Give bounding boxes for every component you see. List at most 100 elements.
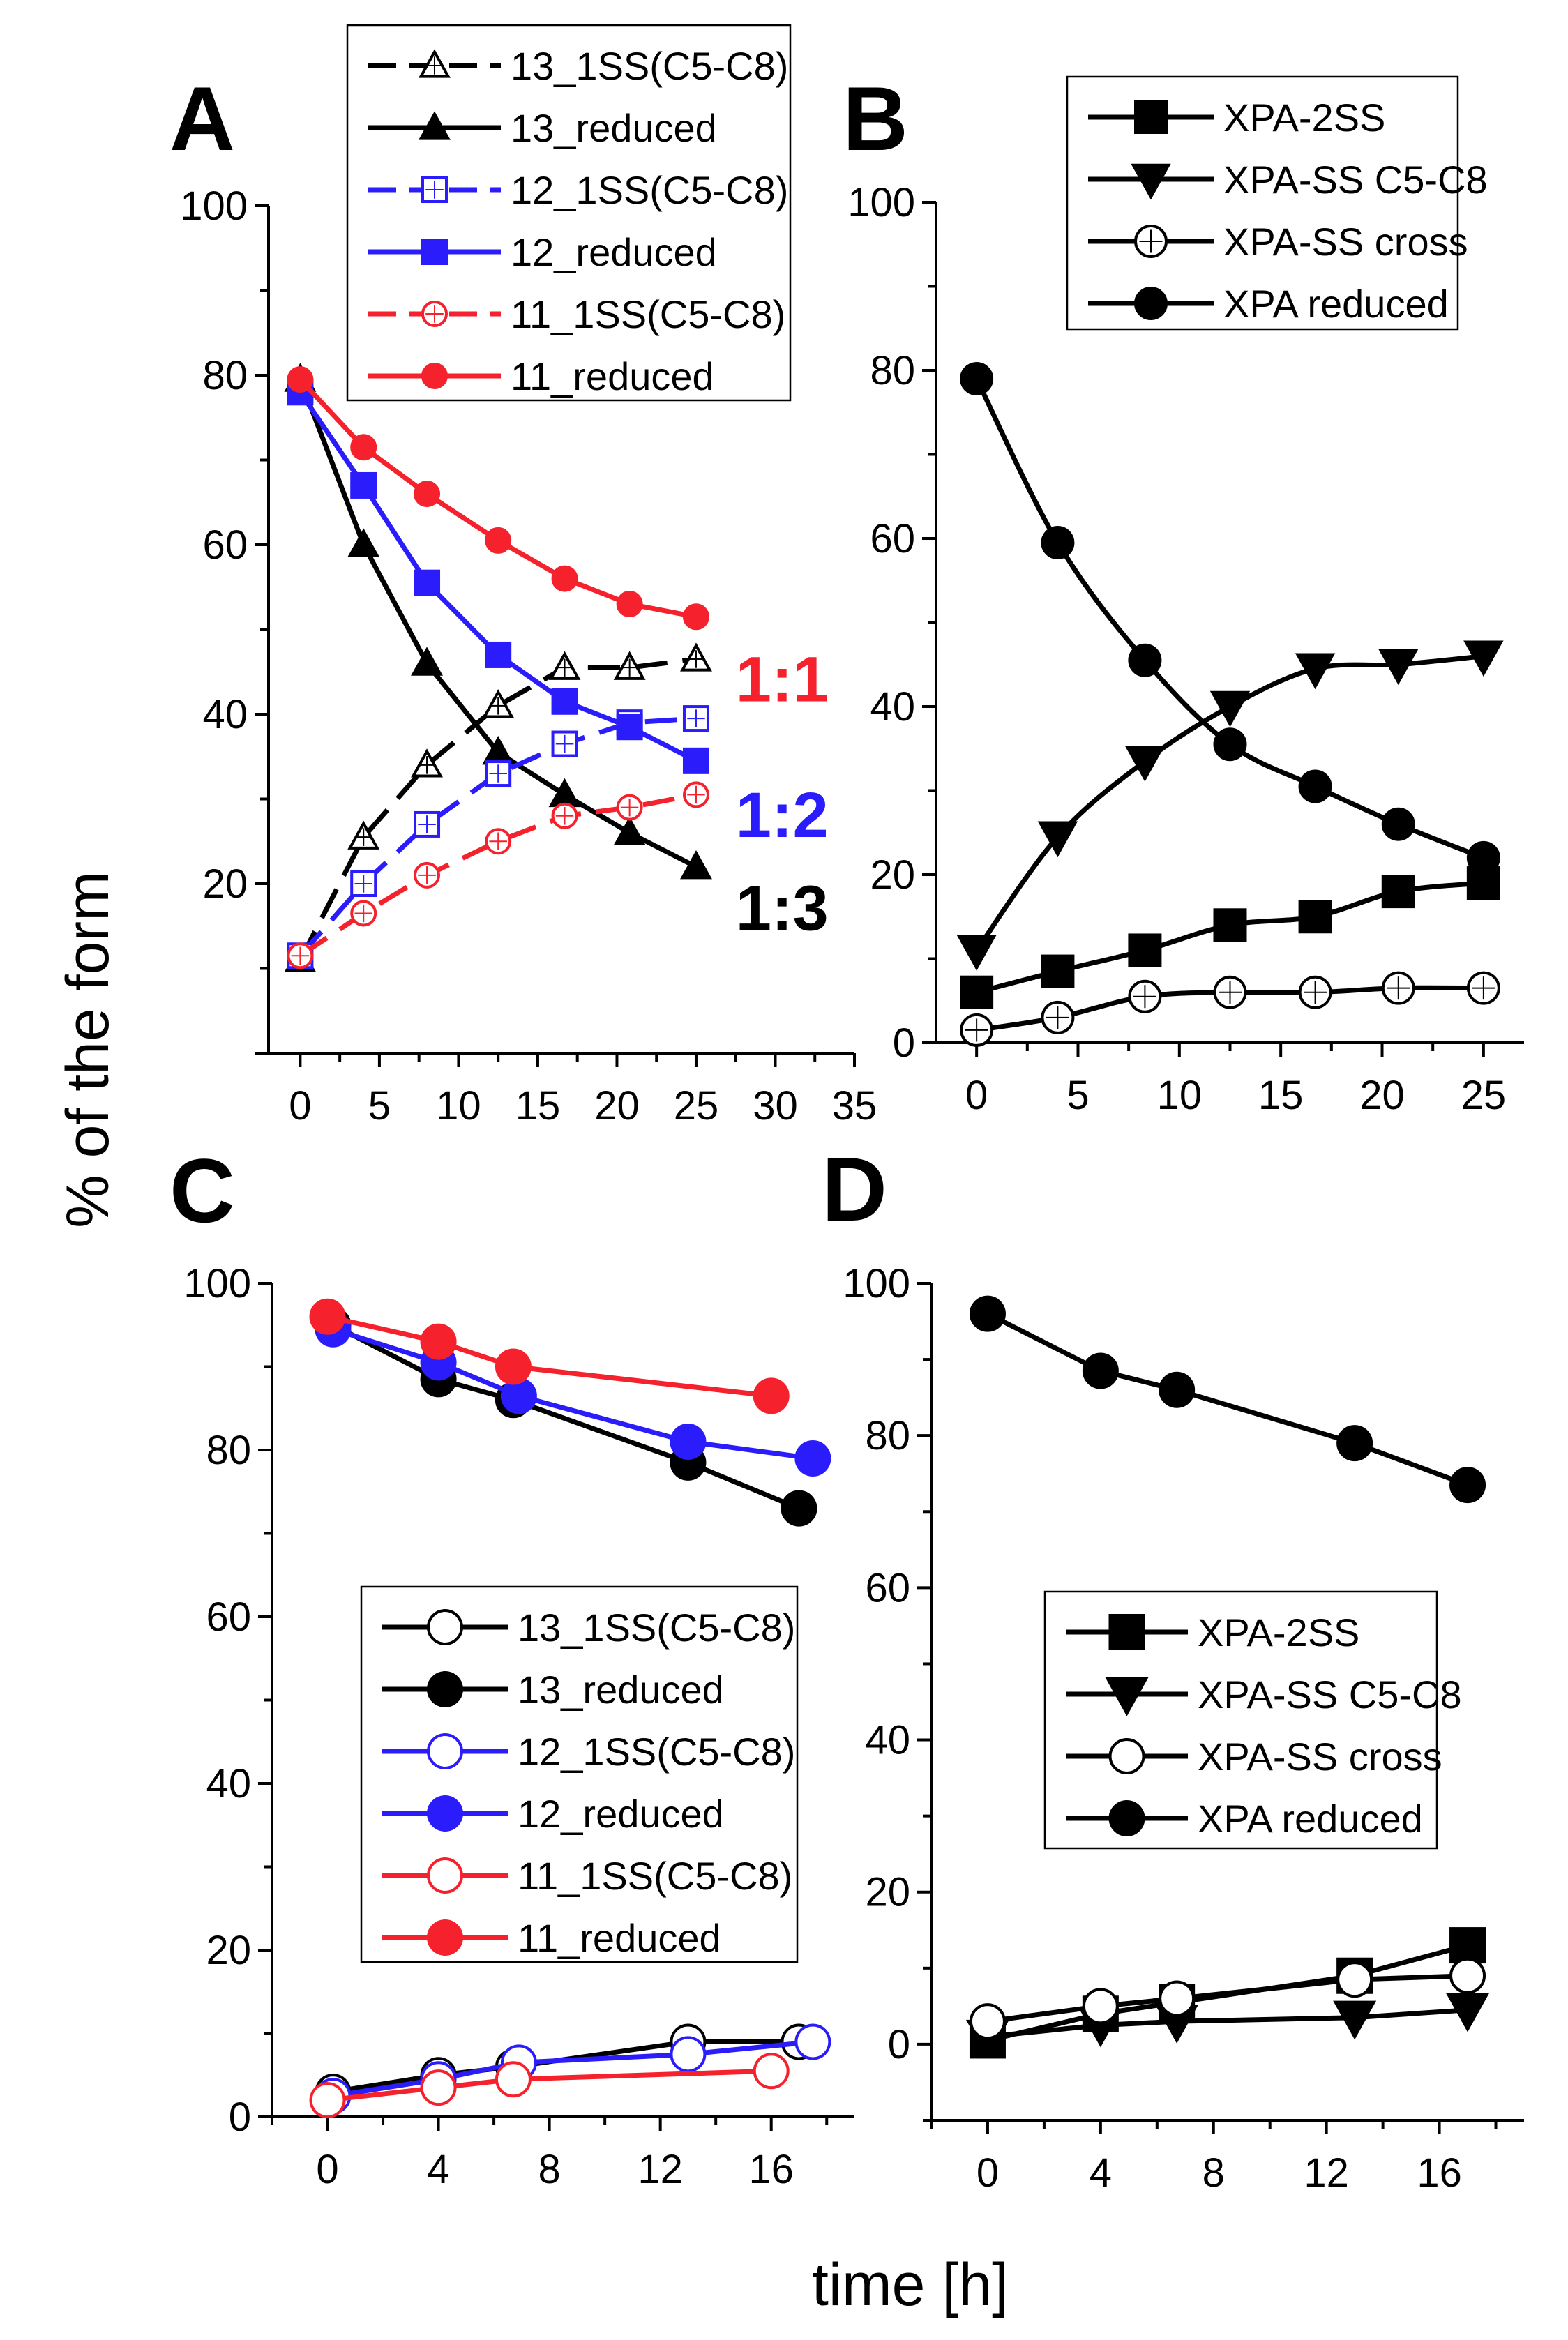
legend-item: XPA reduced [1066, 1797, 1423, 1841]
y-tick-label: 60 [865, 1565, 910, 1610]
panel-A: A 20 40 60 80 100 0 5 10 15 20 25 30 35 1:1 1:2 1:3 13_1S… [169, 24, 877, 1129]
series-XPA-SS cross [969, 1957, 1486, 2040]
data-point [1295, 653, 1336, 690]
y-tick-label: 60 [870, 516, 915, 561]
legend-label: XPA-SS cross [1198, 1735, 1442, 1779]
legend-item: 12_1SS(C5-C8) [382, 1730, 795, 1774]
data-point [1041, 1000, 1075, 1034]
data-point [1298, 769, 1332, 803]
y-tick-label: 60 [202, 522, 248, 568]
data-point [1298, 900, 1332, 934]
legend-marker [427, 1919, 463, 1956]
y-axis-label: % of the form [54, 871, 121, 1228]
ratio-annotation: 1:2 [736, 780, 829, 851]
series-XPA-SS C5-C8 [956, 640, 1504, 971]
legend-label: XPA reduced [1223, 282, 1449, 326]
data-point [1466, 971, 1500, 1005]
legend-frame [346, 24, 792, 402]
y-tick-label: 60 [206, 1594, 251, 1640]
data-point [1466, 840, 1500, 875]
data-point [1449, 1927, 1486, 1964]
legend-label: 12_1SS(C5-C8) [518, 1730, 795, 1774]
data-point [1159, 1371, 1196, 1408]
data-point [794, 2023, 831, 2060]
data-point [1037, 821, 1078, 858]
legend-marker [421, 301, 448, 327]
data-point [1128, 979, 1162, 1013]
legend-marker [421, 239, 448, 265]
data-point [969, 1295, 1006, 1332]
y-tick-label: 80 [865, 1413, 910, 1458]
x-tick-label: 20 [1359, 1073, 1405, 1118]
series-13_reduced [315, 1306, 817, 1527]
legend-item: 11_reduced [382, 1916, 721, 1960]
panel-label: A [169, 68, 235, 169]
y-tick-label: 20 [206, 1928, 251, 1973]
data-point [753, 2053, 790, 2090]
x-tick-label: 12 [638, 2147, 683, 2192]
data-point [414, 569, 441, 596]
axes: 0 20 40 60 80 100 0 4 8 12 16 [843, 1261, 1524, 2196]
legend-marker [419, 49, 451, 78]
data-point [1082, 1988, 1119, 2025]
legend-item: 12_reduced [368, 230, 717, 274]
legend-marker [1105, 1677, 1149, 1716]
data-point [1336, 1961, 1373, 1998]
y-tick-label: 20 [202, 861, 248, 907]
y-tick-label: 20 [870, 852, 915, 898]
data-point [960, 975, 994, 1009]
data-point [682, 603, 709, 631]
series-XPA-SS cross [960, 971, 1500, 1047]
legend: 13_1SS(C5-C8) 13_reduced 12_1SS(C5-C8) 12_r… [346, 24, 792, 402]
legend-item: 11_reduced [368, 354, 714, 398]
data-point [414, 481, 441, 508]
legend-label: 13_1SS(C5-C8) [518, 1606, 795, 1650]
legend-label: 13_1SS(C5-C8) [511, 44, 788, 88]
data-point [551, 565, 578, 592]
data-point [485, 760, 512, 787]
data-point [960, 1013, 994, 1047]
data-point [420, 2069, 457, 2106]
data-point [616, 591, 643, 618]
data-point [350, 870, 377, 897]
legend-marker [1131, 163, 1171, 200]
series-11_1SS(C5-C8) [287, 781, 709, 969]
data-point [616, 714, 643, 741]
x-tick-label: 30 [753, 1083, 798, 1129]
x-tick-label: 0 [977, 2150, 999, 2196]
data-point [1128, 643, 1162, 677]
legend-label: 12_1SS(C5-C8) [511, 168, 788, 212]
data-point [309, 2082, 346, 2119]
legend-marker [419, 111, 451, 140]
data-point [670, 2036, 707, 2073]
legend-label: XPA reduced [1198, 1797, 1423, 1841]
legend-label: 11_reduced [518, 1916, 721, 1960]
data-point [1378, 649, 1419, 686]
series-line [332, 2039, 813, 2099]
data-point [309, 1298, 346, 1335]
legend-item: XPA-SS cross [1088, 220, 1468, 264]
data-point [551, 688, 578, 715]
x-tick-label: 4 [1090, 2150, 1112, 2196]
data-point [482, 689, 515, 718]
data-point [1381, 971, 1415, 1005]
data-point [956, 935, 997, 971]
data-point [347, 528, 380, 557]
data-point [1209, 690, 1251, 727]
series-11_reduced [287, 366, 709, 631]
data-point [1213, 975, 1247, 1009]
data-point [411, 748, 443, 778]
legend-item: 12_1SS(C5-C8) [368, 168, 788, 212]
x-tick-label: 12 [1304, 2150, 1349, 2196]
x-tick-label: 5 [368, 1083, 391, 1129]
data-point [960, 362, 994, 396]
data-point [485, 641, 512, 668]
legend-item: 11_1SS(C5-C8) [368, 292, 785, 336]
legend-item: XPA-SS cross [1066, 1735, 1442, 1779]
y-tick-label: 0 [888, 2022, 910, 2067]
series-XPA reduced [960, 362, 1500, 875]
data-point [781, 1490, 817, 1527]
x-tick-label: 0 [289, 1083, 311, 1129]
y-tick-label: 80 [202, 353, 248, 398]
